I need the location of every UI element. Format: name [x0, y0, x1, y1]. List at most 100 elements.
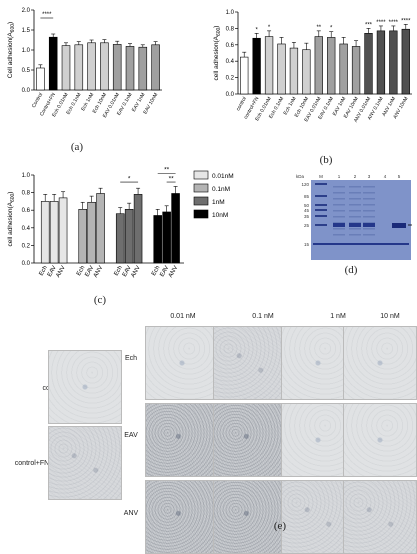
protein-band	[349, 228, 361, 230]
marker-band	[315, 204, 327, 206]
protein-band	[349, 222, 361, 224]
protein-band	[363, 198, 375, 200]
caption-e: (e)	[273, 520, 287, 532]
significance-label: ****	[376, 20, 386, 26]
micrograph-eav-1	[281, 403, 355, 477]
micrograph-eav-001	[145, 403, 219, 477]
bar	[252, 37, 261, 95]
bar	[401, 28, 410, 95]
bar	[302, 49, 311, 95]
marker-band	[315, 215, 327, 217]
protein-band	[333, 186, 345, 188]
bar	[314, 36, 323, 95]
micrograph-eav-10	[343, 403, 417, 477]
bar	[58, 197, 68, 264]
micrograph-anv-001	[145, 480, 219, 554]
protein-band	[363, 186, 375, 188]
chart-c: 0.0 0.2 0.4 0.6 0.8 1.0 cell adhesion(A600) Ech…	[7, 167, 234, 279]
y-axis-label: Cell adhesion(A600)	[7, 22, 16, 78]
bar	[162, 211, 171, 264]
protein-band	[333, 216, 345, 218]
protein-band	[349, 198, 361, 200]
protein-band	[363, 222, 375, 224]
micrograph-ech-1	[281, 326, 355, 400]
x-tick-label: control	[235, 96, 248, 112]
sds-page-gel: kDa M 1 2 3 4 5 120 85 50 45 35 25 15	[295, 172, 412, 260]
y-tick-label: 2.0	[22, 8, 31, 14]
bar	[115, 213, 125, 264]
marker-band	[315, 224, 327, 226]
bar	[87, 42, 96, 91]
protein-band	[333, 210, 345, 212]
legend-label: 0.1nM	[212, 186, 230, 193]
protein-band	[333, 228, 345, 230]
target-band	[363, 223, 375, 227]
bar	[351, 46, 361, 95]
protein-band	[363, 234, 375, 236]
protein-band	[333, 192, 345, 194]
protein-band	[363, 204, 375, 206]
bar	[61, 45, 71, 91]
significance-label: ****	[401, 18, 411, 24]
significance-label: **	[316, 25, 321, 31]
bar	[112, 44, 122, 91]
y-tick-label: 0.4	[22, 226, 31, 232]
marker-band	[315, 209, 327, 211]
x-tick-label: ANV	[55, 265, 66, 279]
marker-band	[315, 195, 327, 197]
x-tick-label: EAV	[84, 265, 95, 278]
lane-label: 3	[368, 174, 371, 179]
panel-a: 0.0 0.5 1.0 1.5 2.0 Control Control+FN Ech 0.01…	[0, 0, 170, 160]
marker-label: 120	[301, 182, 309, 187]
protein-band	[349, 216, 361, 218]
control-label: control+FN	[14, 460, 50, 467]
lane-label: 5	[398, 174, 401, 179]
bar	[171, 193, 180, 264]
y-tick-label: 0.0	[226, 92, 235, 98]
protein-band	[349, 204, 361, 206]
protein-band	[333, 234, 345, 236]
bar	[240, 56, 249, 95]
bar	[339, 43, 348, 95]
y-tick-label: 0.5	[22, 68, 31, 74]
column-label: 0.01 nM	[170, 313, 196, 320]
legend-swatch	[193, 209, 209, 219]
chart-b: 0.00.20.40.60.81.0controlcontrol+FN*Ech …	[213, 10, 412, 124]
protein-band	[363, 228, 375, 230]
bar	[289, 47, 299, 95]
panel-b: 0.0 0.2 0.4 0.6 0.8 1.0 control control+FN * Ech …	[210, 0, 417, 160]
bar	[277, 43, 286, 95]
micrograph-anv-10	[343, 480, 417, 554]
legend-label: 1nM	[212, 199, 225, 206]
protein-band	[363, 210, 375, 212]
x-tick-label: Ech	[39, 265, 49, 277]
lane-label: 4	[384, 174, 387, 179]
x-tick-label: EAV	[47, 265, 58, 278]
bar	[364, 33, 373, 95]
micrograph-ech-10	[343, 326, 417, 400]
caption-b: (b)	[319, 154, 333, 166]
target-band	[349, 223, 361, 227]
y-tick-label: 1.0	[22, 173, 31, 179]
micrograph-ech-01	[213, 326, 287, 400]
y-tick-label: 0.8	[226, 26, 235, 32]
marker-band	[315, 183, 327, 185]
marker-label: 15	[304, 242, 310, 247]
bar	[125, 46, 135, 91]
protein-band	[333, 198, 345, 200]
marker-label: 25	[304, 223, 310, 228]
micrograph-ech-001	[145, 326, 219, 400]
significance-label: **	[164, 167, 170, 174]
y-tick-label: 1.5	[22, 28, 31, 34]
target-band	[392, 223, 406, 228]
bar	[138, 46, 148, 91]
protein-band	[349, 210, 361, 212]
bar	[74, 44, 84, 91]
dye-front	[313, 243, 409, 245]
y-tick-label: 0.0	[22, 88, 31, 94]
bar	[100, 42, 109, 91]
legend-label: 0.01nM	[212, 173, 234, 180]
x-tick-label: ANV	[130, 265, 141, 279]
